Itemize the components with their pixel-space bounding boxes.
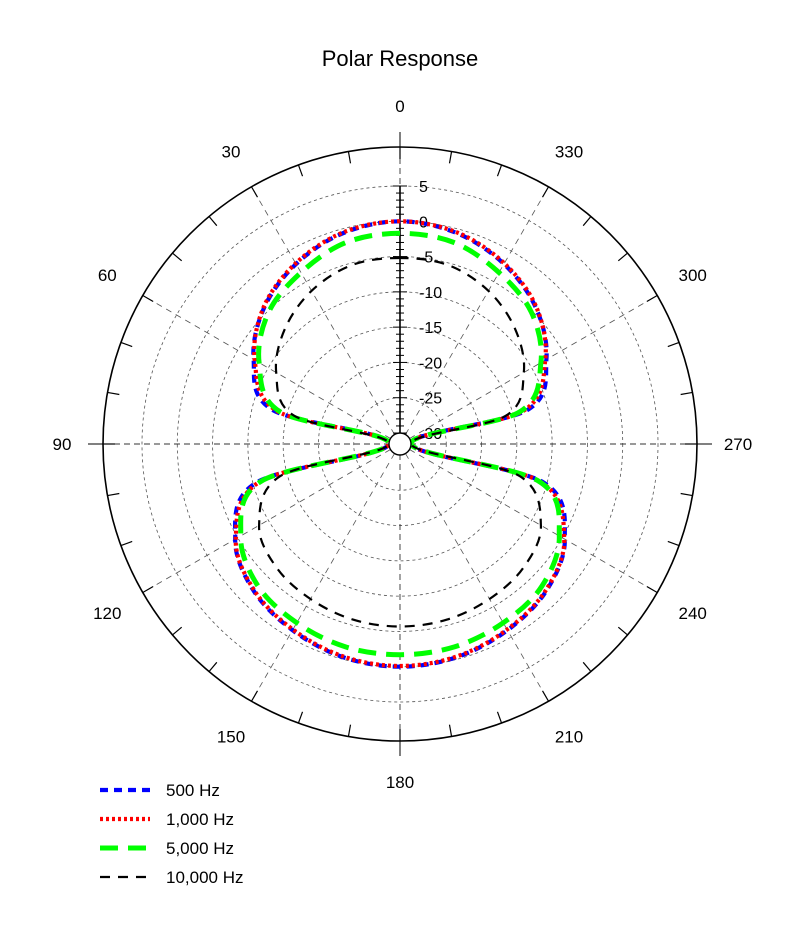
angle-tick (680, 391, 693, 396)
legend: 500 Hz 1,000 Hz 5,000 Hz 10,000 Hz (100, 781, 244, 887)
angle-tick (680, 492, 693, 497)
angle-tick (347, 151, 352, 164)
series-line-2 (238, 230, 562, 658)
angle-tick (541, 690, 550, 702)
legend-label: 10,000 Hz (166, 868, 244, 887)
grid-spoke (399, 443, 549, 702)
series-line-3 (257, 256, 543, 628)
chart-title: Polar Response (322, 46, 479, 71)
angle-tick (107, 492, 120, 497)
angle-tick (142, 294, 154, 303)
legend-label: 500 Hz (166, 781, 220, 800)
angle-tick (208, 216, 218, 227)
angle-tick-label: 210 (555, 728, 583, 747)
angle-tick-label: 150 (217, 728, 245, 747)
angle-tick-label: 330 (555, 142, 583, 161)
grid-spoke (399, 443, 658, 593)
angle-tick (297, 164, 304, 177)
angle-tick-label: 240 (679, 604, 707, 623)
series-line-1 (233, 219, 567, 669)
grid-spoke (399, 295, 658, 445)
angle-tick (347, 724, 352, 737)
radial-axis: 50-5-10-15-20-25-30 (393, 179, 442, 443)
angle-tick (646, 585, 658, 594)
radial-tick-label: -25 (419, 391, 442, 408)
angle-tick (582, 661, 592, 672)
angle-tick (120, 540, 133, 547)
angle-tick (250, 186, 259, 198)
grid-spoke (251, 186, 401, 445)
grid-spoke (251, 443, 401, 702)
angle-tick (496, 164, 503, 177)
angle-tick-label: 30 (222, 142, 241, 161)
angle-ticks: 0 30 60 90 120 150 180 210 240 270 300 330 (53, 97, 753, 792)
angle-tick (107, 391, 120, 396)
angle-tick-label: 300 (679, 266, 707, 285)
angle-tick (582, 216, 592, 227)
angle-tick (250, 690, 259, 702)
radial-tick-label: -20 (419, 355, 442, 372)
grid-spoke (142, 295, 401, 445)
grid-circle (282, 326, 518, 562)
angle-tick (142, 585, 154, 594)
angle-tick (617, 626, 628, 636)
angle-tick-label: 90 (53, 435, 72, 454)
grid-circle (141, 185, 659, 703)
angle-tick (448, 724, 453, 737)
angle-tick (646, 294, 658, 303)
legend-label: 5,000 Hz (166, 839, 234, 858)
grid-spoke (399, 186, 549, 445)
angle-tick (617, 252, 628, 262)
angle-tick-label: 120 (93, 604, 121, 623)
angle-tick-label: 60 (98, 266, 117, 285)
grid-spoke (142, 443, 401, 593)
angle-tick (667, 540, 680, 547)
angle-tick (172, 252, 183, 262)
angle-tick-label: 180 (386, 773, 414, 792)
angle-tick (496, 711, 503, 724)
radial-tick-label: -5 (419, 250, 433, 267)
hub-circle (388, 432, 412, 456)
angle-tick (120, 341, 133, 348)
angle-tick (448, 151, 453, 164)
radial-tick-label: -15 (419, 320, 442, 337)
angle-tick-label: 270 (724, 435, 752, 454)
legend-label: 1,000 Hz (166, 810, 234, 829)
angle-tick (541, 186, 550, 198)
series-layer (233, 219, 567, 669)
angle-tick-label: 0 (395, 97, 404, 116)
radial-tick-label: 5 (419, 179, 428, 196)
angle-tick (208, 661, 218, 672)
angle-tick (297, 711, 304, 724)
angle-tick (172, 626, 183, 636)
series-line-0 (233, 219, 567, 669)
angle-tick (667, 341, 680, 348)
radial-tick-label: -10 (419, 285, 442, 302)
